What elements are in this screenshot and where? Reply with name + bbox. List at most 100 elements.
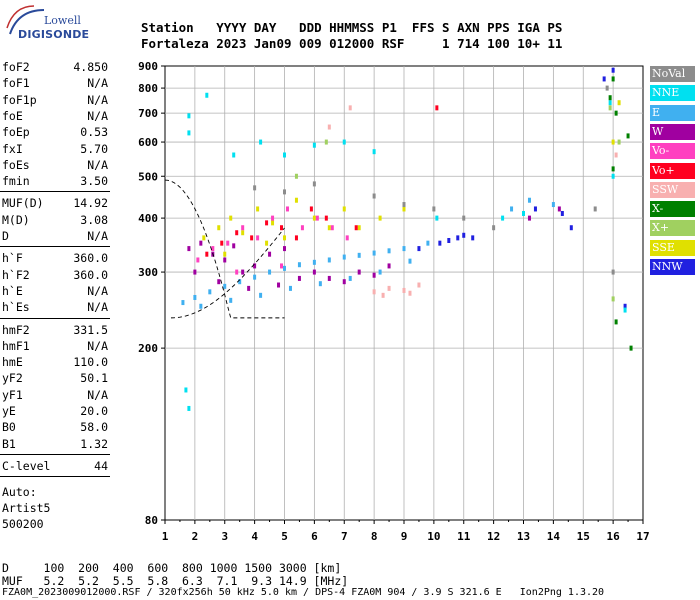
data-point <box>629 345 633 351</box>
data-point <box>435 215 439 221</box>
legend-item: NNW <box>650 259 695 275</box>
data-point <box>462 215 466 221</box>
data-point <box>378 269 382 275</box>
data-point <box>330 225 334 231</box>
x-tick-label: 17 <box>636 530 649 543</box>
data-point <box>232 243 236 249</box>
data-point <box>312 142 316 148</box>
header-values: Fortaleza 2023 Jan09 009 012000 RSF 1 71… <box>141 36 563 51</box>
data-point <box>265 240 269 246</box>
data-point <box>253 274 257 280</box>
data-point <box>372 289 376 295</box>
param-value: 44 <box>94 458 108 473</box>
data-point <box>602 76 606 82</box>
param-row: C-level 44 <box>2 458 108 474</box>
data-point <box>283 235 286 241</box>
data-point <box>402 202 406 208</box>
y-tick-label: 500 <box>138 170 158 183</box>
param-row: hmE 110.0 <box>2 354 108 370</box>
data-point <box>193 269 197 275</box>
param-key: M(D) <box>2 212 30 227</box>
param-value: 14.92 <box>73 196 108 211</box>
data-point <box>345 235 349 241</box>
param-value: 5.70 <box>80 141 108 156</box>
data-point <box>614 319 618 325</box>
x-tick-label: 15 <box>577 530 590 543</box>
data-point <box>471 235 475 241</box>
data-point <box>312 215 316 221</box>
data-point <box>342 254 346 260</box>
param-row: hmF1 N/A <box>2 338 108 354</box>
y-tick-label: 400 <box>138 212 158 225</box>
legend-item: Vo+ <box>650 162 695 179</box>
param-key: h`E <box>2 283 23 298</box>
data-point <box>626 133 630 139</box>
data-point <box>623 303 627 309</box>
param-value: N/A <box>87 387 108 402</box>
param-key: h`F2 <box>2 267 30 282</box>
x-tick-label: 1 <box>162 530 169 543</box>
param-row: M(D) 3.08 <box>2 212 108 228</box>
param-row: h`F2 360.0 <box>2 267 108 283</box>
x-tick-label: 11 <box>457 530 471 543</box>
param-key: hmF1 <box>2 338 30 353</box>
legend-item: NNE <box>650 85 695 102</box>
param-key: C-level <box>2 458 51 473</box>
y-tick-label: 200 <box>138 342 158 355</box>
data-point <box>217 279 221 285</box>
param-row: foEp 0.53 <box>2 124 108 140</box>
data-point <box>226 240 230 246</box>
data-point <box>205 92 209 98</box>
param-value: 3.08 <box>80 212 108 227</box>
y-tick-label: 900 <box>138 60 158 73</box>
param-value: 0.53 <box>80 125 108 140</box>
data-point <box>372 250 376 256</box>
data-point <box>501 215 505 221</box>
param-value: N/A <box>87 76 108 91</box>
data-point <box>426 240 430 246</box>
data-point <box>593 206 597 212</box>
data-point <box>211 246 215 252</box>
y-tick-label: 80 <box>145 514 158 527</box>
param-key: foEs <box>2 157 30 172</box>
legend-item: SSE <box>650 239 695 256</box>
data-point <box>357 225 361 231</box>
data-point <box>241 230 245 236</box>
data-point <box>387 285 391 291</box>
data-point <box>187 113 191 119</box>
data-point <box>372 272 376 278</box>
data-point <box>527 215 531 221</box>
param-key: fmin <box>2 174 30 189</box>
x-tick-label: 3 <box>221 530 228 543</box>
data-point <box>268 269 272 275</box>
data-point <box>324 215 328 221</box>
data-point <box>309 206 313 212</box>
param-value: N/A <box>87 283 108 298</box>
data-point <box>372 193 376 199</box>
data-point <box>357 269 361 275</box>
data-point <box>247 285 251 291</box>
data-point <box>241 225 245 231</box>
param-row: D N/A <box>2 228 108 244</box>
param-separator <box>0 476 110 478</box>
data-point <box>560 210 564 216</box>
param-separator <box>0 317 110 319</box>
data-point <box>378 215 382 221</box>
data-point <box>354 225 358 231</box>
data-point <box>315 215 319 221</box>
legend-item: Vo- <box>650 143 695 160</box>
param-key: foE <box>2 108 23 123</box>
y-tick-label: 300 <box>138 266 158 279</box>
data-point <box>614 152 618 158</box>
param-value: 331.5 <box>73 322 108 337</box>
data-point <box>348 105 352 111</box>
x-tick-label: 5 <box>281 530 288 543</box>
data-point <box>271 220 275 226</box>
param-value: N/A <box>87 229 108 243</box>
data-point <box>181 300 185 306</box>
logo-lowell: Lowell <box>44 14 81 27</box>
param-key: h`F <box>2 251 23 266</box>
footer-file-row: FZA0M_2023009012000.RSF / 320fx256h 50 k… <box>2 587 605 598</box>
data-point <box>220 240 224 246</box>
